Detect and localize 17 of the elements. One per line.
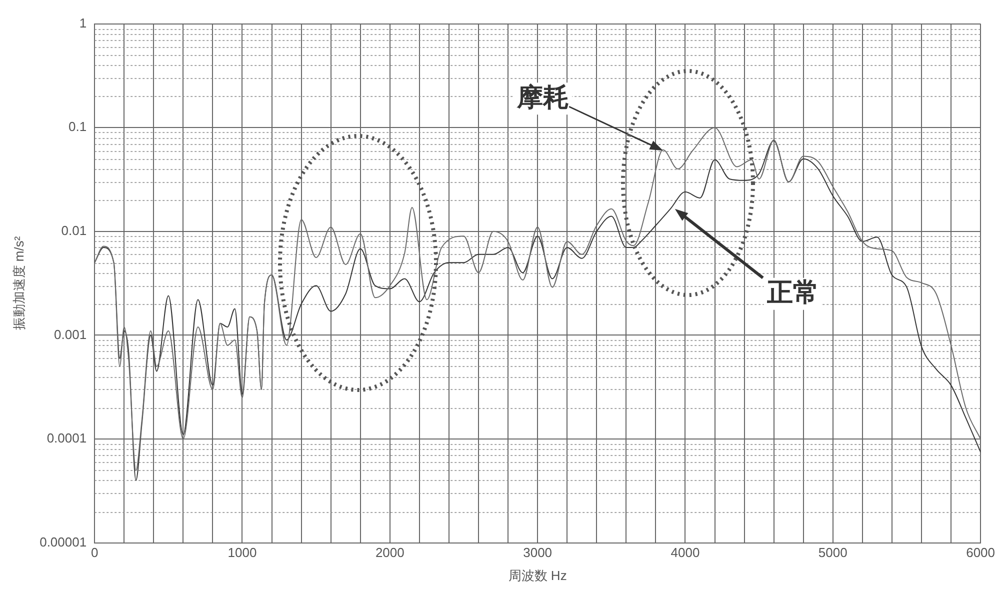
annotation: 摩耗: [516, 82, 570, 112]
y-tick-label: 0.001: [54, 326, 87, 342]
annotation: 正常: [766, 276, 819, 307]
y-tick-label: 0.01: [61, 222, 87, 238]
x-tick-label: 2000: [375, 545, 404, 560]
y-tick-label: 1: [79, 15, 87, 30]
y-tick-label: 0.00001: [40, 534, 87, 550]
x-tick-label: 1000: [228, 545, 257, 560]
x-tick-label: 6000: [966, 545, 995, 560]
x-tick-label: 4000: [670, 545, 700, 560]
x-axis-title: 周波数 Hz: [508, 568, 567, 583]
y-tick-label: 0.0001: [46, 430, 87, 446]
x-tick-label: 5000: [818, 545, 848, 560]
x-tick-label: 0: [90, 545, 98, 560]
y-axis-title: 振動加速度 m/s²: [11, 236, 26, 330]
y-tick-label: 0.1: [68, 119, 87, 134]
x-tick-label: 3000: [523, 545, 552, 560]
